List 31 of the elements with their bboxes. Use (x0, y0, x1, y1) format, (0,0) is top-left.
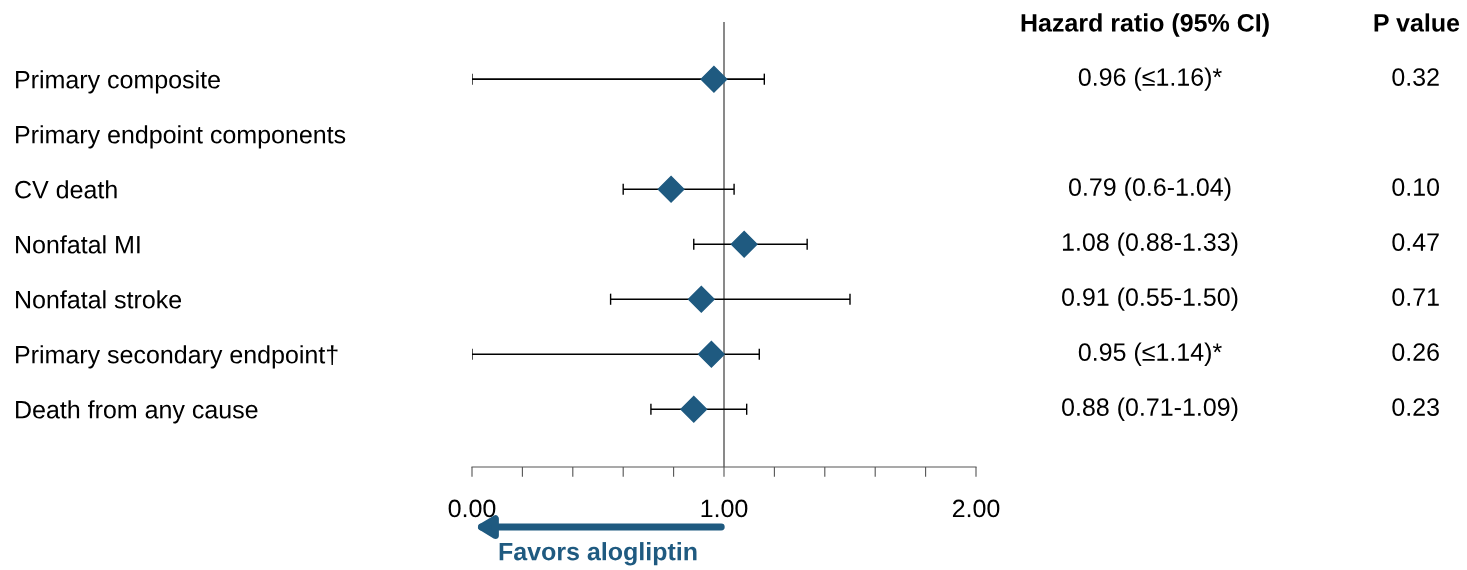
x-tick-label: 2.00 (952, 499, 1000, 518)
y-tick-label: Nonfatal MI (16, 235, 140, 254)
x-tick-label: 0.00 (448, 499, 496, 518)
y-tick-label: Primary secondary endpoint† (16, 345, 338, 369)
text: 0.47 (1392, 233, 1439, 251)
text: 0.26 (1392, 343, 1439, 361)
point (657, 175, 685, 203)
point (697, 340, 725, 368)
x-tick-label: 1.00 (701, 499, 748, 518)
data-label: 0.96 (≤1.16)* (1078, 67, 1222, 91)
y-tick-label: Nonfatal stroke (16, 290, 182, 309)
point (700, 65, 728, 93)
text: 0.23 (1392, 398, 1439, 416)
text: 0.32 (1392, 68, 1439, 86)
data-label: 0.91 (0.55-1.50) (1062, 287, 1238, 311)
point (730, 230, 758, 258)
data-label: 0.79 (0.6-1.04) (1068, 177, 1231, 201)
data-label: 1.08 (0.88-1.33) (1062, 232, 1238, 256)
point (687, 285, 715, 313)
y-tick-label: Primary endpoint components (16, 125, 346, 149)
data-label: 0.88 (0.71-1.09) (1062, 397, 1238, 421)
text: 0.71 (1392, 288, 1439, 306)
y-tick-label: Primary composite (16, 70, 220, 94)
text: P value (1374, 13, 1460, 32)
text: 0.10 (1392, 178, 1440, 196)
y-tick-label: CV death (15, 180, 117, 199)
y-tick-label: Death from any cause (16, 400, 258, 424)
text: Favors alogliptin (499, 542, 697, 566)
point (680, 395, 708, 423)
data-label: 0.95 (≤1.14)* (1078, 342, 1222, 366)
text: Hazard ratio (95% CI) (1021, 13, 1269, 37)
